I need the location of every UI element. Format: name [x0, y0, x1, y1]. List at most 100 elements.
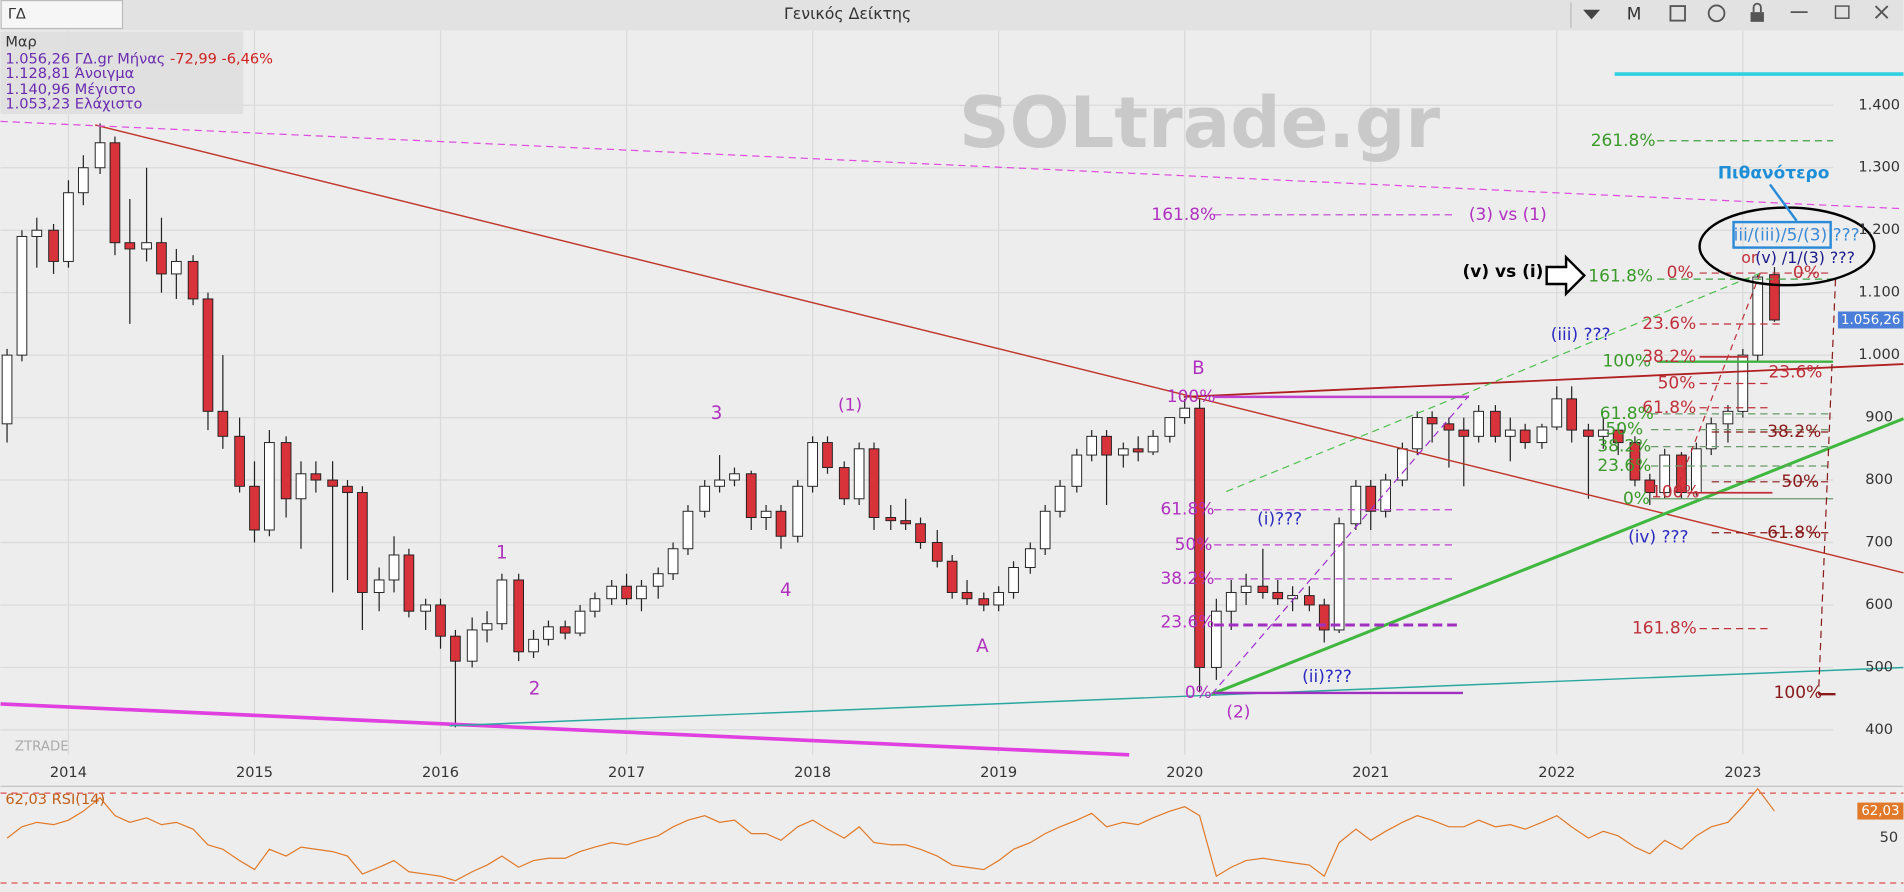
layout-button[interactable] [1669, 5, 1686, 22]
candle-body [16, 235, 28, 356]
trend-line [0, 120, 1904, 210]
candle-body [1086, 435, 1098, 456]
candle-body [1504, 429, 1516, 437]
y-tick-label: 900 [1865, 409, 1893, 426]
candle-body [1458, 429, 1470, 437]
candle-body [327, 479, 338, 487]
candle-body [1, 354, 13, 425]
dropdown-button[interactable] [1583, 9, 1601, 20]
candle-body [1629, 442, 1641, 481]
candle-body [885, 517, 897, 522]
period-button[interactable]: M [1627, 5, 1642, 25]
candle-body [217, 410, 229, 437]
annotation: 0% [1185, 683, 1212, 703]
x-tick-label: 2016 [422, 764, 459, 781]
candle-body [1597, 429, 1609, 437]
candle-body [1071, 454, 1083, 487]
annotation: (v) vs (i) [1463, 262, 1544, 282]
restore-button[interactable] [1834, 5, 1850, 19]
candle-body [1443, 423, 1455, 431]
candle-body [1272, 591, 1284, 600]
candle-body [1054, 485, 1066, 512]
candle-body [621, 585, 632, 600]
y-tick-label: 1.300 [1858, 159, 1900, 176]
candle-body [1536, 426, 1548, 444]
x-tick-label: 2014 [50, 764, 87, 781]
candle-body [420, 604, 431, 612]
trend-line [1211, 417, 1904, 696]
candle-body [109, 142, 121, 244]
rsi-value: 62,03 [5, 791, 47, 808]
candle-body [1365, 485, 1377, 512]
candle-body [853, 448, 865, 500]
annotation: A [976, 636, 989, 657]
candle-body [978, 598, 990, 606]
marks [1, 123, 1780, 882]
candle-body [77, 167, 89, 194]
annotation: 61.8% [1600, 404, 1654, 424]
annotation: Πιθανότερο [1718, 164, 1830, 184]
symbol-input[interactable] [0, 0, 124, 30]
candle-body [466, 629, 478, 662]
candle-body [94, 142, 106, 169]
lock-button[interactable] [1750, 12, 1764, 22]
annotation: 4 [780, 580, 792, 601]
info-open: 1.128,81 Άνοιγμα [5, 65, 134, 82]
y-tick-label: 1.200 [1858, 221, 1900, 238]
candle-body [574, 610, 586, 634]
annotation: (i)??? [1257, 509, 1302, 529]
toolbar [0, 0, 1904, 31]
candle-body [1659, 454, 1671, 494]
candle-body [1397, 448, 1408, 481]
drawings [0, 72, 1904, 757]
candle-body [931, 542, 943, 562]
annotation: 1 [496, 542, 508, 563]
trend-line [95, 124, 1904, 574]
candle-body [636, 585, 647, 600]
candle-body [1411, 417, 1423, 450]
annotation: 38.2% [1642, 347, 1696, 367]
candle-body [1752, 276, 1764, 356]
candle-body [682, 510, 694, 550]
candle-body [946, 560, 958, 593]
candle-body [171, 260, 182, 275]
arrow [1545, 254, 1587, 297]
candle-body [1722, 410, 1734, 425]
candle-body [760, 510, 772, 519]
annotation: 2 [529, 678, 541, 699]
rsi-line [6, 787, 1775, 882]
annotation: 161.8% [1632, 619, 1697, 639]
close-button[interactable] [1874, 5, 1889, 19]
annotation: (ii)??? [1302, 667, 1352, 687]
annotation: 0% [1667, 263, 1694, 283]
annotation: 50% [1175, 535, 1213, 555]
y-tick-label: 700 [1865, 534, 1893, 551]
annotation: 50% [1658, 373, 1696, 393]
candle-body [652, 573, 664, 587]
candle-body [868, 448, 880, 519]
last-price-label: 1.056,26 [1841, 313, 1900, 328]
comment-button[interactable] [1707, 4, 1726, 23]
candle-body [543, 626, 554, 640]
candle-body [342, 485, 353, 494]
y-tick-label: 50 [1880, 829, 1899, 846]
projection-line [1817, 279, 1837, 695]
annotation: B [1192, 358, 1204, 379]
annotation: (v) /1/(3) ??? [1755, 248, 1855, 267]
candle-body [1676, 454, 1687, 494]
annotation: 0% [1793, 263, 1820, 283]
candle-body [1147, 435, 1159, 453]
annotation: 23.6% [1160, 613, 1214, 633]
candle-body [606, 585, 618, 600]
candle-body [699, 485, 711, 512]
candle-body [589, 598, 601, 612]
annotation: iii/(iii)/5/(3) ??? [1734, 225, 1860, 245]
window-title: Γενικός Δείκτης [784, 4, 911, 23]
y-tick-label: 500 [1865, 658, 1893, 675]
candle-body [1769, 274, 1780, 321]
candle-body [48, 229, 59, 262]
candle-body [388, 554, 400, 581]
y-tick-label: 600 [1865, 596, 1893, 613]
